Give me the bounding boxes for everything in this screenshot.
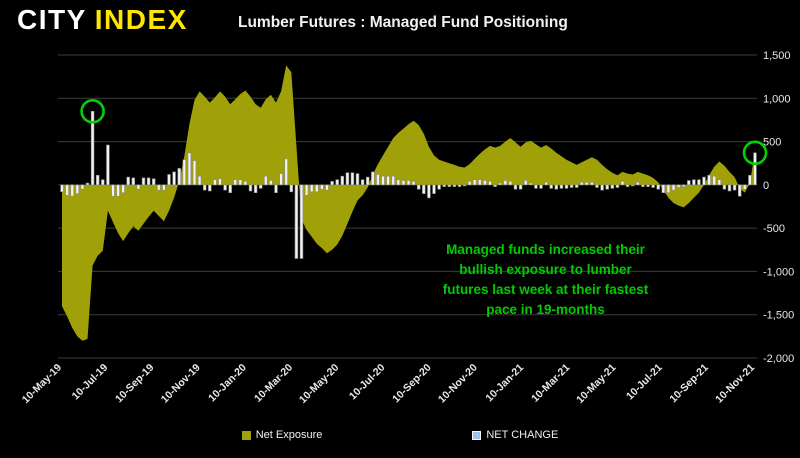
y-axis-labels: 1,500 1,000 500 0 -500 -1,000 -1,500 -2,000 (763, 50, 794, 365)
net-exposure-swatch-icon (241, 430, 251, 440)
svg-text:10-May-21: 10-May-21 (574, 362, 619, 407)
svg-text:10-Nov-21: 10-Nov-21 (713, 362, 757, 406)
svg-text:1,500: 1,500 (763, 50, 791, 62)
svg-text:10-Sep-19: 10-Sep-19 (113, 362, 157, 406)
svg-text:10-Nov-20: 10-Nov-20 (436, 362, 480, 406)
svg-text:10-Jul-20: 10-Jul-20 (347, 362, 388, 403)
svg-text:10-Jan-21: 10-Jan-21 (483, 362, 526, 405)
legend-item-net-change: NET CHANGE (472, 429, 558, 441)
annotation-line: Managed funds increased their (446, 242, 645, 257)
annotation-line: bullish exposure to lumber (459, 262, 632, 277)
svg-text:1,000: 1,000 (763, 93, 791, 105)
net-change-swatch-icon (472, 430, 482, 440)
svg-text:0: 0 (763, 180, 769, 192)
net-exposure-area (62, 65, 755, 341)
highlight-circle-icon (80, 99, 105, 124)
svg-text:10-Sep-20: 10-Sep-20 (390, 362, 434, 406)
legend-item-net-exposure: Net Exposure (241, 429, 323, 441)
svg-text:-1,500: -1,500 (763, 310, 794, 322)
annotation-line: pace in 19-months (486, 302, 605, 317)
highlight-circles (80, 99, 768, 166)
header: CITY INDEX Lumber Futures : Managed Fund … (0, 0, 800, 46)
highlight-circle-icon (742, 140, 768, 166)
svg-text:10-Jan-20: 10-Jan-20 (206, 362, 249, 405)
legend-label: NET CHANGE (486, 429, 559, 441)
svg-text:10-Nov-19: 10-Nov-19 (159, 362, 203, 406)
svg-text:500: 500 (763, 137, 781, 149)
svg-text:-2,000: -2,000 (763, 353, 794, 365)
svg-text:10-Jul-21: 10-Jul-21 (624, 362, 665, 403)
svg-text:10-Sep-21: 10-Sep-21 (667, 362, 711, 406)
x-axis-labels: 10-May-19 10-Jul-19 10-Sep-19 10-Nov-19 10-J… (20, 362, 757, 407)
chart-title: Lumber Futures : Managed Fund Positionin… (238, 14, 568, 31)
svg-text:10-Mar-21: 10-Mar-21 (529, 362, 572, 405)
legend-label: Net Exposure (255, 429, 323, 441)
svg-text:10-May-20: 10-May-20 (297, 362, 342, 407)
net-change-bars (60, 111, 757, 259)
legend: Net Exposure NET CHANGE (0, 429, 800, 441)
svg-text:-1,000: -1,000 (763, 266, 794, 278)
annotation-text: Managed funds increased their bullish ex… (388, 240, 703, 320)
logo-city-text: CITY (17, 4, 87, 35)
svg-text:10-Jul-19: 10-Jul-19 (70, 362, 111, 403)
svg-text:10-Mar-20: 10-Mar-20 (252, 362, 295, 405)
svg-text:10-May-19: 10-May-19 (20, 362, 65, 407)
city-index-logo: CITY INDEX (17, 4, 188, 36)
svg-text:-500: -500 (763, 223, 785, 235)
annotation-line: futures last week at their fastest (442, 282, 649, 297)
logo-index-text: INDEX (94, 4, 188, 35)
